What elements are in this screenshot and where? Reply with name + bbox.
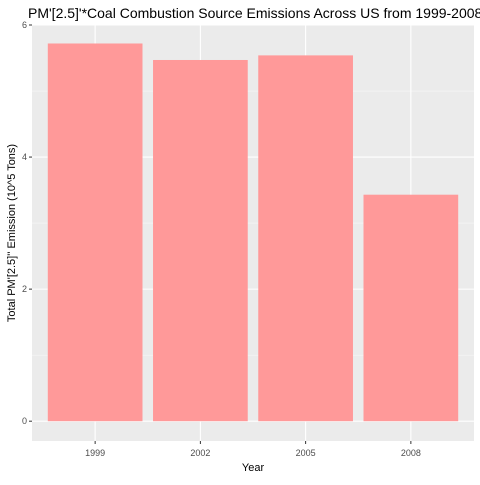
x-tick-label: 1999: [85, 448, 105, 458]
y-axis-label: Total PM'[2.5]'' Emission (10^5 Tons): [6, 144, 18, 322]
x-tick-label: 2005: [296, 448, 316, 458]
bars: [47, 43, 459, 422]
y-axis-ticks: 0 2 4 6: [22, 20, 32, 426]
y-tick-label: 4: [22, 152, 27, 162]
bar-1999: [47, 43, 143, 422]
x-axis-ticks: 1999 2002 2005 2008: [85, 441, 421, 458]
x-tick-label: 2002: [190, 448, 210, 458]
x-axis-label: Year: [242, 462, 265, 474]
y-tick-label: 0: [22, 416, 27, 426]
x-tick-label: 2008: [401, 448, 421, 458]
y-tick-label: 2: [22, 284, 27, 294]
bar-2002: [153, 59, 248, 422]
chart-title: PM'[2.5]'*Coal Combustion Source Emissio…: [28, 5, 480, 21]
bar-2005: [258, 55, 353, 422]
bar-2008: [363, 194, 459, 422]
y-tick-label: 6: [22, 20, 27, 30]
